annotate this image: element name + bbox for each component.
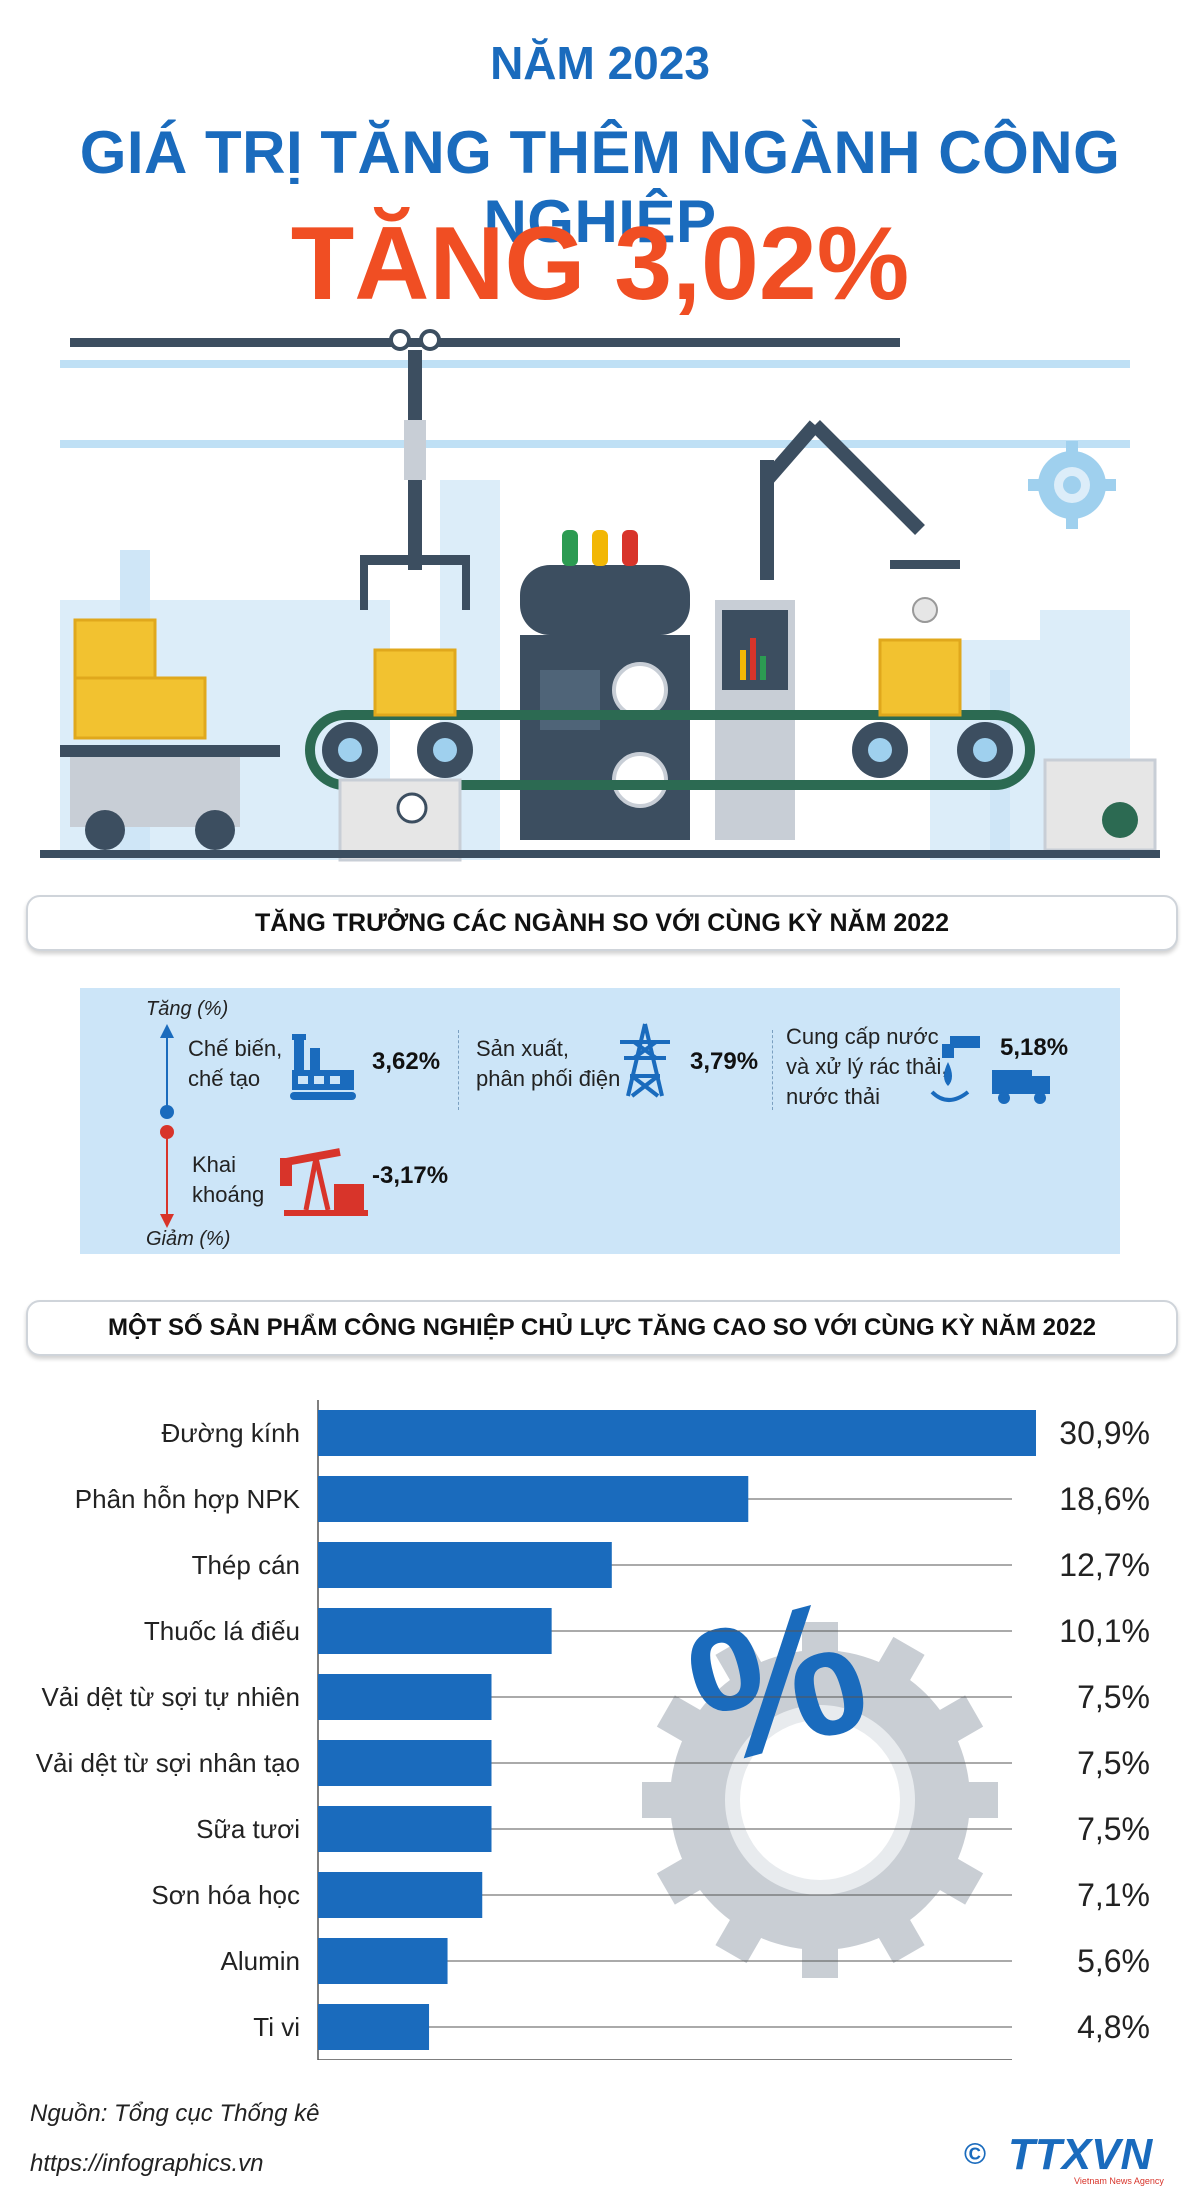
category-label: Thuốc lá điếu — [144, 1616, 300, 1646]
logo-subtitle: Vietnam News Agency — [1074, 2176, 1164, 2186]
growth-item-water-label: Cung cấp nước và xử lý rác thải, nước thải — [786, 1024, 948, 1109]
bar — [318, 1542, 612, 1588]
category-label: Thép cán — [192, 1550, 300, 1580]
axis-up-label: Tăng (%) — [146, 998, 229, 1020]
value-label: 7,1% — [1077, 1877, 1150, 1913]
category-label: Sữa tươi — [196, 1814, 300, 1844]
category-label: Đường kính — [161, 1418, 300, 1448]
logo-text: TTXVN — [1008, 2130, 1153, 2179]
power-tower-icon — [620, 1023, 670, 1098]
growth-item-power-value: 3,79% — [690, 1048, 759, 1075]
bar — [318, 1674, 492, 1720]
products-bar-chart: % Đường kính 30,9% Phân hỗn hợp NPK 18,6% Th… — [36, 1400, 1150, 2060]
oil-pump-icon — [280, 1148, 368, 1216]
value-label: 5,6% — [1077, 1943, 1150, 1979]
value-label: 4,8% — [1077, 2009, 1150, 2045]
divider — [458, 1030, 459, 1110]
axis-down-label: Giảm (%) — [146, 1228, 231, 1250]
growth-panel — [80, 988, 1120, 1254]
gear-percent-icon: % — [642, 1558, 998, 1978]
ttxvn-logo: © TTXVN Vietnam News Agency — [964, 2130, 1174, 2186]
value-label: 7,5% — [1077, 1679, 1150, 1715]
value-label: 30,9% — [1059, 1415, 1150, 1451]
value-label: 12,7% — [1059, 1547, 1150, 1583]
category-label: Ti vi — [253, 2012, 300, 2042]
bar — [318, 1740, 492, 1786]
value-label: 10,1% — [1059, 1613, 1150, 1649]
copyright-icon: © — [964, 2138, 987, 2171]
value-label: 18,6% — [1059, 1481, 1150, 1517]
category-label: Vải dệt từ sợi nhân tạo — [36, 1748, 300, 1778]
water-truck-icon — [930, 1036, 1050, 1104]
headline-value: TĂNG 3,02% — [290, 206, 910, 322]
growth-item-mining-label: Khai khoáng — [192, 1152, 265, 1207]
bar — [318, 1476, 749, 1522]
category-label: Alumin — [221, 1946, 300, 1976]
bar — [318, 2004, 430, 2050]
category-label: Phân hỗn hợp NPK — [75, 1484, 301, 1514]
growth-item-mining-value: -3,17% — [372, 1162, 449, 1189]
year-title: NĂM 2023 — [490, 37, 710, 89]
value-label: 7,5% — [1077, 1745, 1150, 1781]
growth-item-manufacturing-value: 3,62% — [372, 1048, 441, 1075]
value-label: 7,5% — [1077, 1811, 1150, 1847]
site-link[interactable]: https://infographics.vn — [30, 2150, 264, 2177]
growth-section-title: TĂNG TRƯỞNG CÁC NGÀNH SO VỚI CÙNG KỲ NĂM… — [26, 895, 1178, 951]
factory-illustration — [40, 329, 1160, 862]
headline: GIÁ TRỊ TĂNG THÊM NGÀNH CÔNG NGHIỆP — [79, 119, 1121, 255]
gear-icon — [1028, 441, 1116, 529]
products-section-title: MỘT SỐ SẢN PHẨM CÔNG NGHIỆP CHỦ LỰC TĂNG… — [26, 1300, 1178, 1356]
growth-item-manufacturing-label: Chế biến, chế tạo — [188, 1036, 283, 1091]
divider — [772, 1030, 773, 1110]
factory-icon — [290, 1034, 356, 1100]
growth-axis — [160, 1024, 174, 1228]
bar — [318, 1938, 448, 1984]
growth-item-water-value: 5,18% — [1000, 1034, 1069, 1061]
source-note: Nguồn: Tổng cục Thống kê — [30, 2100, 320, 2127]
bar — [318, 1608, 552, 1654]
growth-item-power-label: Sản xuất, phân phối điện — [476, 1036, 621, 1091]
bar — [318, 1872, 483, 1918]
bar — [318, 1806, 492, 1852]
category-label: Sơn hóa học — [151, 1880, 300, 1910]
category-label: Vải dệt từ sợi tự nhiên — [41, 1682, 300, 1712]
bar — [318, 1410, 1036, 1456]
